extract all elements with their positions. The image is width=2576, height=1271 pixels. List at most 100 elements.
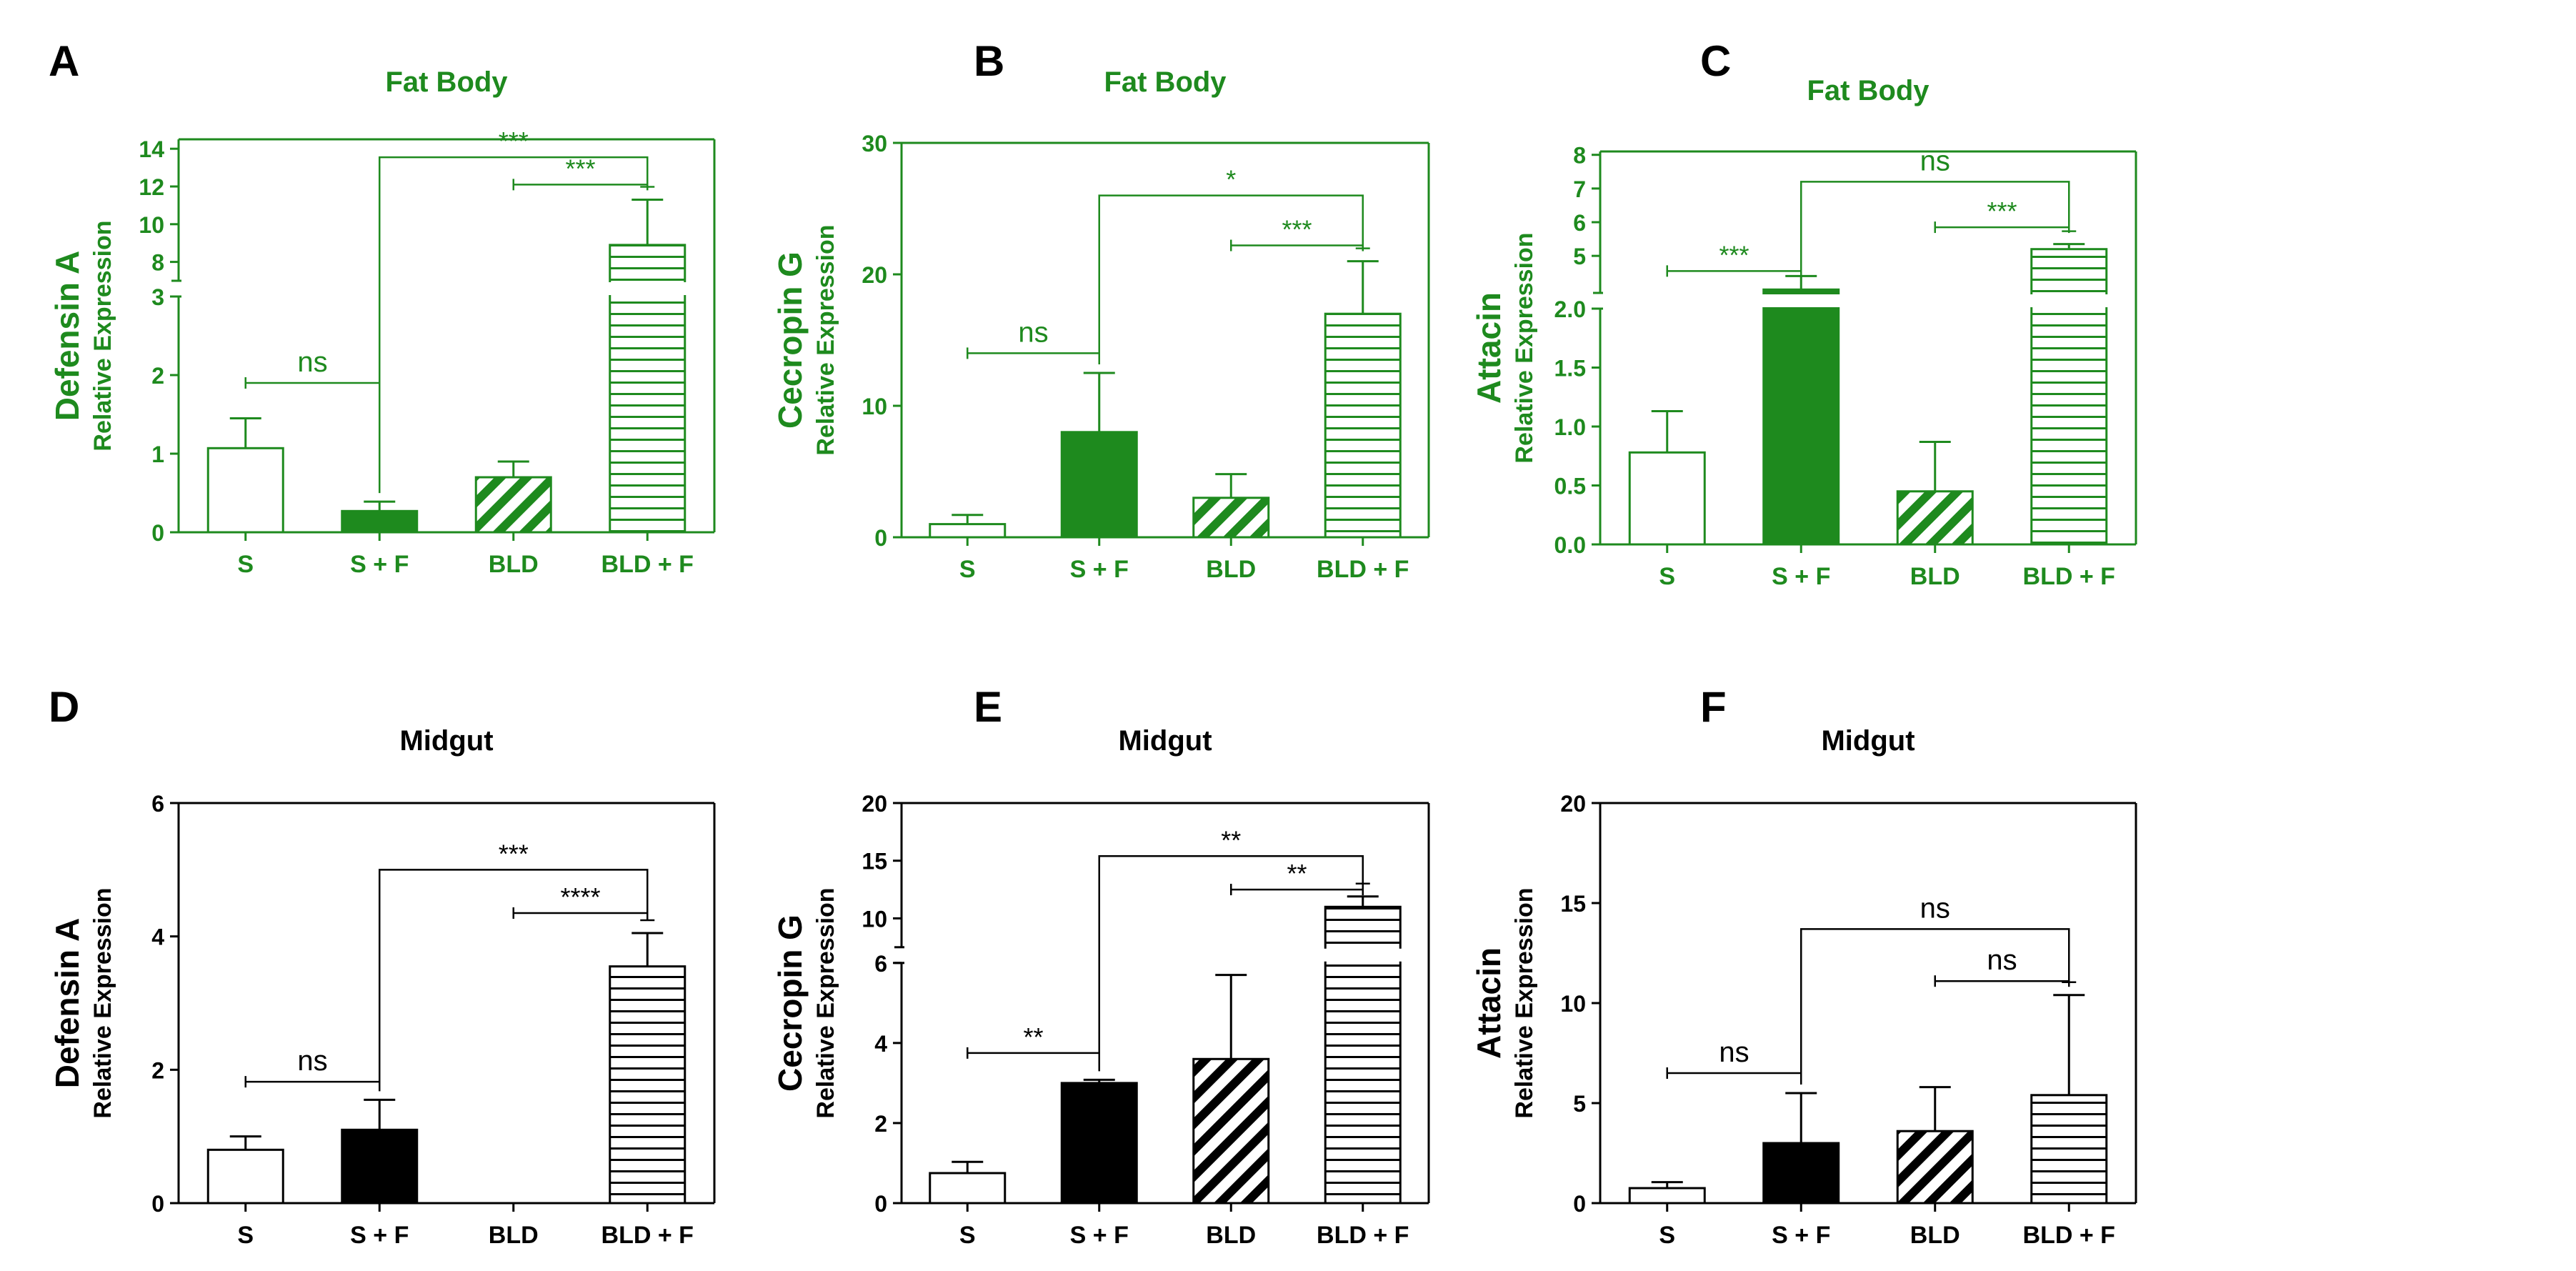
y-tick-label: 2	[151, 363, 164, 389]
x-tick-label: BLD + F	[601, 1222, 694, 1249]
significance-bracket	[1800, 181, 2070, 268]
x-tick-label: S	[237, 1222, 254, 1249]
y-tick-label: 20	[1560, 791, 1586, 817]
significance-label: ***	[499, 839, 529, 868]
gene-label: Cecropin G	[772, 914, 809, 1092]
chart-title: Fat Body	[1104, 66, 1227, 98]
significance-label: **	[1023, 1022, 1043, 1052]
chart-panel-b: B Fat Body Cecropin G Relative Expression 0 1…	[772, 37, 1430, 583]
x-tick-label: S	[237, 551, 254, 578]
y-tick-label: 12	[139, 174, 164, 200]
x-tick-label: BLD	[1206, 1222, 1256, 1249]
panel-letter: E	[974, 683, 1002, 731]
bar-open	[929, 1172, 1007, 1205]
y-axis-label: Relative Expression	[89, 220, 116, 451]
y-tick-label: 0	[1573, 1191, 1586, 1217]
y-tick-label: 4	[874, 1031, 887, 1057]
y-tick-label: 5	[1573, 244, 1586, 269]
significance-label: ****	[560, 882, 600, 912]
bar-solid	[1762, 288, 1840, 546]
bar-diag	[1192, 1057, 1270, 1205]
bar-horiz	[1324, 312, 1402, 539]
significance-label: ***	[499, 126, 529, 156]
y-tick-label: 10	[1560, 991, 1586, 1017]
significance-label: ns	[1018, 316, 1048, 348]
significance-label: ***	[1719, 240, 1749, 269]
y-tick-label: 6	[151, 791, 164, 817]
y-tick-label: 30	[862, 131, 887, 156]
y-tick-label: 2.0	[1554, 296, 1586, 322]
x-tick-label: BLD + F	[601, 551, 694, 578]
x-tick-label: S	[1659, 1222, 1675, 1249]
significance-label: *	[1226, 165, 1236, 194]
x-tick-label: S + F	[1772, 1222, 1830, 1249]
chart-panel-c: C Fat Body Attacin Relative Expression 0.0 0.…	[1470, 37, 2137, 590]
y-tick-label: 7	[1573, 176, 1586, 202]
significance-label: ns	[1920, 892, 1950, 924]
x-tick-label: S + F	[350, 1222, 409, 1249]
chart-panel-a: A Fat Body Defensin A Relative Expression 0 1…	[49, 37, 716, 578]
bar-horiz	[609, 965, 687, 1205]
chart-panel-e: E Midgut Cecropin G Relative Expression 0 2 4 6…	[772, 683, 1430, 1249]
y-tick-label: 2	[151, 1057, 164, 1083]
chart-panel-f: F Midgut Attacin Relative Expression 0 5 10 15 2…	[1470, 683, 2137, 1249]
panel-letter: C	[1700, 37, 1731, 85]
y-tick-label: 0	[151, 1191, 164, 1217]
bar-solid	[341, 1128, 419, 1205]
panel-letter: A	[49, 37, 79, 85]
chart-title: Midgut	[1118, 725, 1212, 757]
significance-label: ns	[1920, 145, 1950, 176]
significance-label: **	[1287, 859, 1307, 888]
x-tick-label: BLD	[1206, 556, 1256, 583]
bar-break-gap	[1323, 948, 1403, 962]
significance-label: **	[1221, 825, 1241, 854]
y-tick-label: 0	[874, 525, 887, 551]
y-tick-label: 2	[874, 1111, 887, 1137]
x-tick-label: BLD + F	[2023, 563, 2115, 590]
gene-label: Defensin A	[49, 918, 86, 1089]
bar-diag	[1896, 1130, 1974, 1205]
significance-bracket	[1800, 928, 2070, 1085]
y-tick-label: 15	[862, 849, 887, 874]
panel-letter: B	[974, 37, 1004, 85]
y-tick-label: 10	[862, 394, 887, 419]
bar-break-gap	[1761, 294, 1841, 307]
y-tick-label: 0	[151, 520, 164, 546]
y-tick-label: 6	[874, 951, 887, 977]
gene-label: Attacin	[1470, 292, 1507, 404]
bar-open	[929, 523, 1007, 539]
y-tick-label: 14	[139, 136, 164, 162]
gene-label: Defensin A	[49, 251, 86, 422]
y-tick-label: 20	[862, 791, 887, 817]
significance-label: ns	[297, 1045, 327, 1077]
y-tick-label: 1.5	[1554, 356, 1586, 382]
significance-label: ns	[297, 347, 327, 378]
bar-open	[206, 447, 284, 534]
gene-label: Attacin	[1470, 947, 1507, 1059]
x-tick-label: S	[1659, 563, 1675, 590]
y-tick-label: 4	[151, 924, 164, 950]
y-axis-label: Relative Expression	[812, 224, 839, 455]
y-tick-label: 1	[151, 442, 164, 467]
y-tick-label: 10	[139, 212, 164, 238]
bar-diag	[1192, 497, 1270, 539]
x-tick-label: S + F	[1070, 556, 1129, 583]
y-tick-label: 8	[1573, 143, 1586, 169]
bar-solid	[1060, 1082, 1138, 1205]
y-tick-label: 0.0	[1554, 532, 1586, 558]
bar-solid	[1060, 431, 1138, 539]
x-tick-label: S	[959, 1222, 976, 1249]
x-tick-label: S + F	[1070, 1222, 1129, 1249]
bar-open	[1628, 1187, 1706, 1205]
y-tick-label: 10	[862, 906, 887, 932]
y-axis-label: Relative Expression	[89, 887, 116, 1118]
panel-letter: D	[49, 683, 79, 731]
y-tick-label: 5	[1573, 1091, 1586, 1117]
chart-title: Midgut	[399, 725, 493, 757]
significance-bracket	[379, 156, 649, 494]
x-tick-label: BLD	[489, 1222, 539, 1249]
x-tick-label: S + F	[1772, 563, 1830, 590]
bar-open	[1628, 451, 1706, 546]
y-tick-label: 3	[151, 284, 164, 310]
